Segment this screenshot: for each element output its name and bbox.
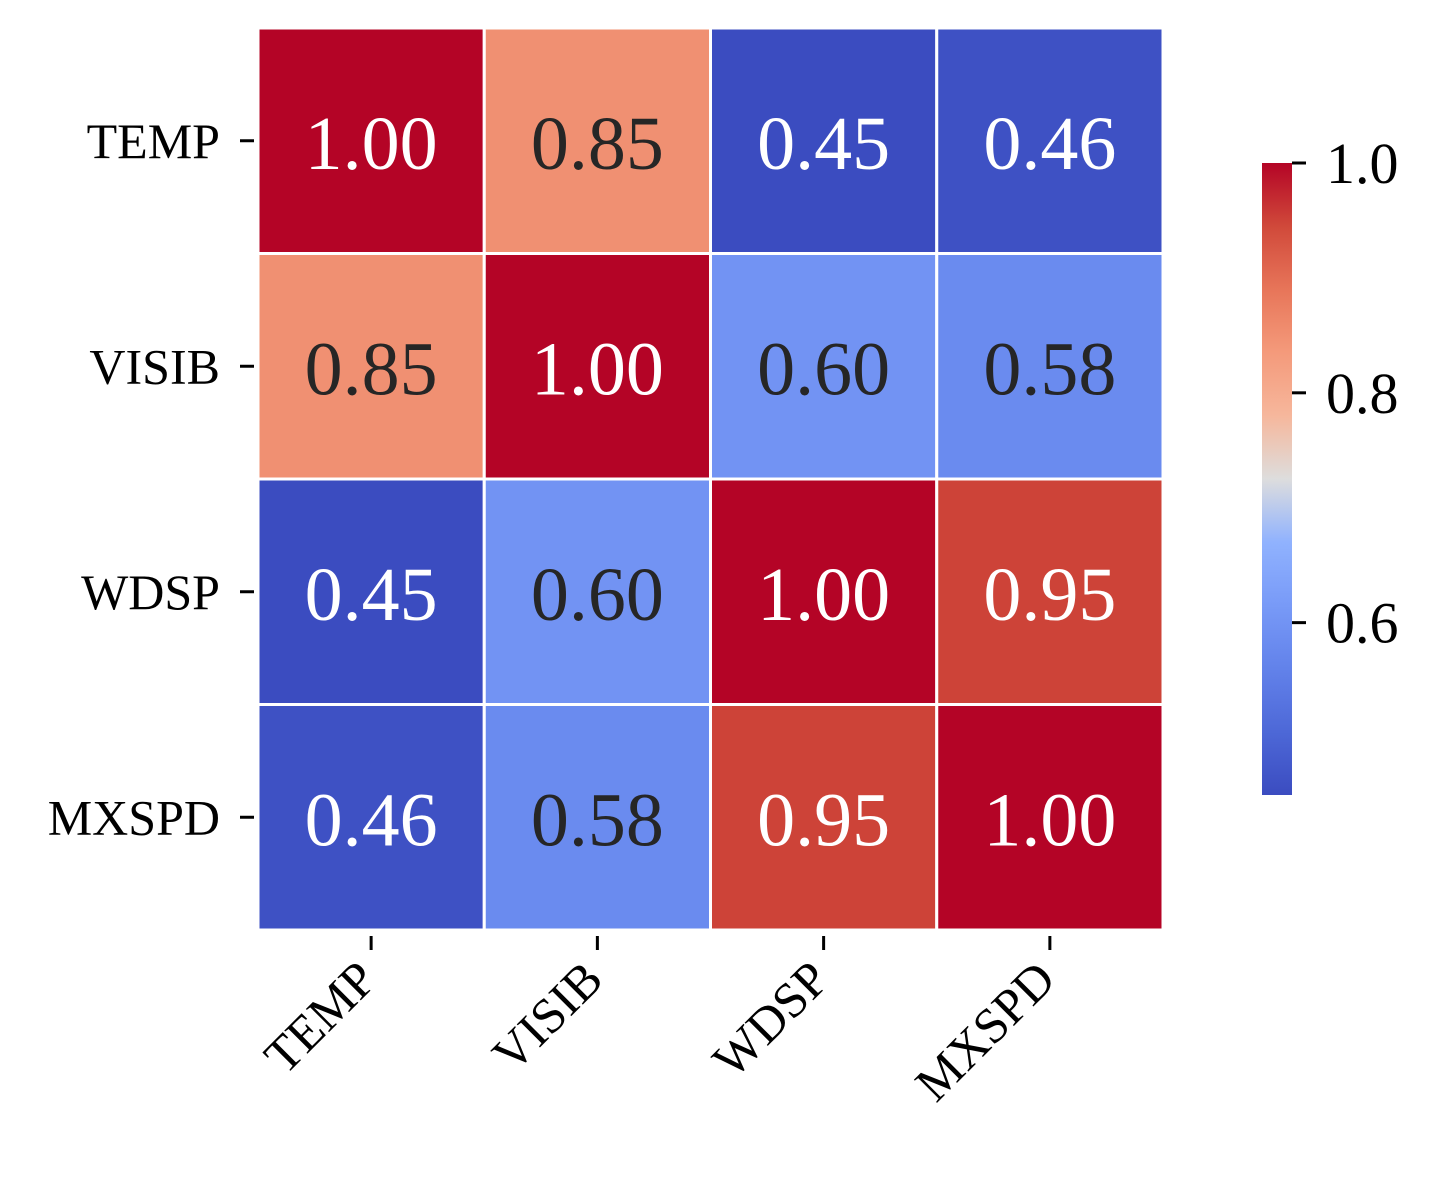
heatmap-cell-temp-visib (482, 26, 712, 255)
heatmap-cell-visib-visib (482, 252, 712, 481)
cell-value-label: 1.00 (983, 778, 1116, 862)
cell-value-label: 0.58 (983, 327, 1116, 411)
x-axis: TEMP VISIB WDSP MXSPD (253, 936, 1066, 1112)
y-tick-label: VISIB (89, 338, 220, 394)
heatmap-cells (256, 26, 1165, 932)
y-tick-label: WDSP (81, 564, 220, 620)
heatmap-cell-labels: 1.00 0.85 0.45 0.46 0.85 1.00 0.60 0.58 0.45 0.60… (305, 102, 1117, 863)
x-tick-label: VISIB (481, 950, 613, 1082)
heatmap-cell-wdsp-mxspd (935, 477, 1165, 706)
y-axis: TEMP VISIB WDSP MXSPD (48, 113, 254, 845)
cell-value-label: 0.95 (983, 553, 1116, 637)
cell-value-label: 0.60 (531, 553, 664, 637)
heatmap-cell-temp-mxspd (935, 26, 1165, 255)
cell-value-label: 0.85 (305, 327, 438, 411)
heatmap-cell-visib-mxspd (935, 252, 1165, 481)
heatmap-cell-visib-temp (256, 252, 486, 481)
heatmap-cell-mxspd-visib (482, 703, 712, 932)
x-tick-label: MXSPD (904, 950, 1065, 1111)
heatmap-cell-temp-temp (256, 26, 486, 255)
cell-value-label: 0.58 (531, 778, 664, 862)
cell-value-label: 0.45 (305, 553, 438, 637)
heatmap-cell-mxspd-temp (256, 703, 486, 932)
cell-value-label: 1.00 (757, 553, 890, 637)
colorbar-tick-label: 1.0 (1326, 131, 1399, 196)
x-tick-label: TEMP (253, 950, 387, 1084)
colorbar-gradient (1262, 163, 1292, 795)
colorbar: 0.6 0.8 1.0 (1262, 131, 1399, 795)
cell-value-label: 0.45 (757, 102, 890, 186)
cell-value-label: 1.00 (305, 102, 438, 186)
heatmap-cell-temp-wdsp (709, 26, 939, 255)
heatmap-cell-wdsp-visib (482, 477, 712, 706)
colorbar-tick-label: 0.6 (1326, 591, 1399, 656)
colorbar-tick-label: 0.8 (1326, 361, 1399, 426)
cell-value-label: 1.00 (531, 327, 664, 411)
cell-value-label: 0.46 (983, 102, 1116, 186)
heatmap-cell-mxspd-mxspd (935, 703, 1165, 932)
y-tick-label: TEMP (87, 113, 220, 169)
y-tick-label: MXSPD (48, 789, 220, 845)
cell-value-label: 0.60 (757, 327, 890, 411)
cell-value-label: 0.95 (757, 778, 890, 862)
x-tick-label: WDSP (702, 950, 840, 1088)
cell-value-label: 0.46 (305, 778, 438, 862)
cell-value-label: 0.85 (531, 102, 664, 186)
